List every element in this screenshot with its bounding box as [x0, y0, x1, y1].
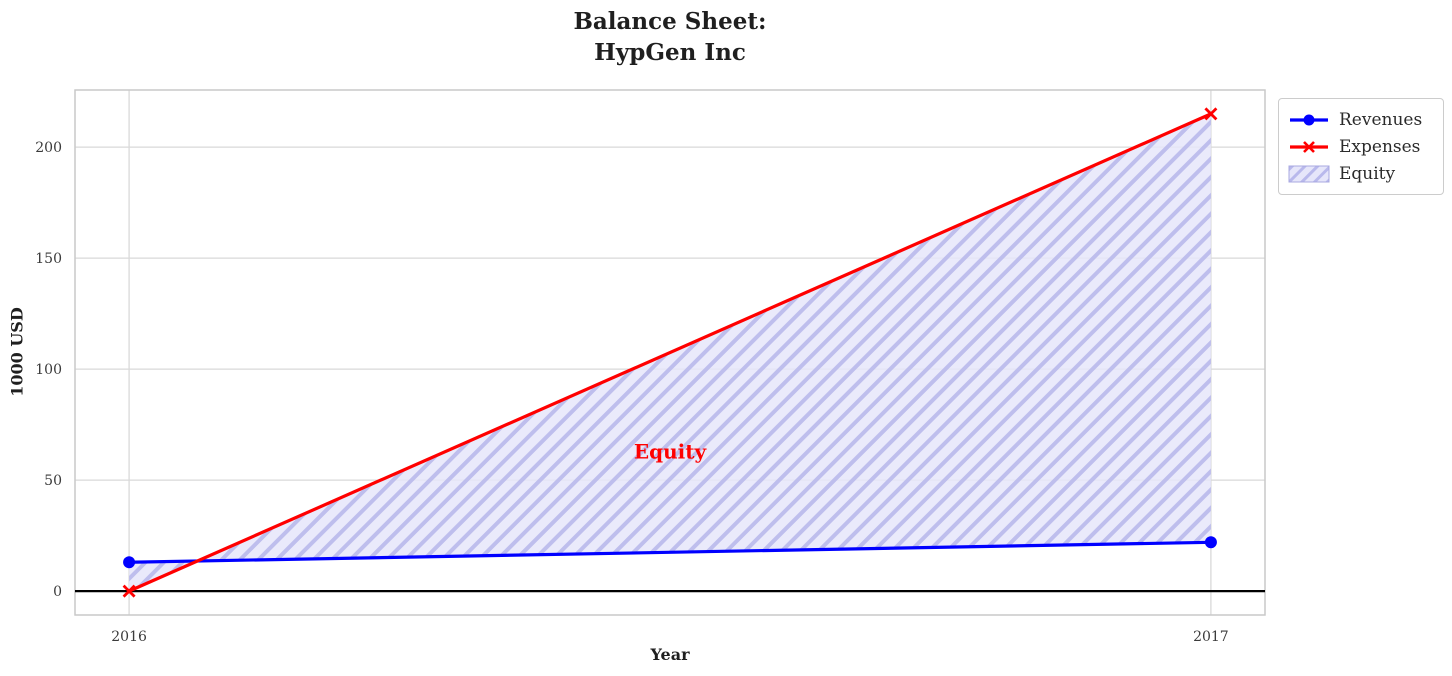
series-revenues: [123, 536, 1217, 569]
expenses-point-marker: [1204, 107, 1218, 121]
x-tick-label: 2017: [1193, 629, 1229, 645]
y-tick-label: 150: [35, 251, 62, 267]
y-axis-label: 1000 USD: [7, 307, 27, 397]
legend-label-expenses: Expenses: [1339, 136, 1421, 157]
equity-hatch-swatch-icon: [1288, 165, 1330, 182]
axes-frame: [74, 89, 1266, 616]
revenues-point-marker: [123, 556, 136, 569]
tick-labels: 0 50 100 150 200 2016 2017: [35, 140, 1228, 645]
legend-label-equity: Equity: [1339, 163, 1396, 184]
legend-item-expenses: Expenses: [1288, 133, 1433, 160]
equity-annotation: Equity: [634, 439, 708, 463]
series-expenses: [122, 107, 1218, 598]
legend-label-revenues: Revenues: [1339, 109, 1423, 130]
x-axis-label: Year: [650, 645, 690, 664]
legend: Revenues Expenses Equity: [1278, 98, 1444, 195]
x-tick-label: 2016: [111, 629, 147, 645]
revenues-line-marker-icon: [1290, 114, 1328, 125]
expenses-line-marker-icon: [1290, 140, 1328, 153]
chart-title: Balance Sheet: HypGen Inc: [75, 6, 1265, 68]
revenues-point-marker: [1204, 536, 1217, 549]
y-tick-label: 0: [53, 584, 62, 600]
legend-item-revenues: Revenues: [1288, 106, 1433, 133]
y-tick-label: 100: [35, 362, 62, 378]
legend-item-equity: Equity: [1288, 160, 1433, 187]
y-tick-label: 50: [44, 473, 62, 489]
expenses-point-marker: [122, 584, 136, 598]
chart-title-line1: Balance Sheet:: [573, 8, 767, 35]
chart-title-line2: HypGen Inc: [594, 39, 746, 66]
y-tick-label: 200: [35, 140, 62, 156]
